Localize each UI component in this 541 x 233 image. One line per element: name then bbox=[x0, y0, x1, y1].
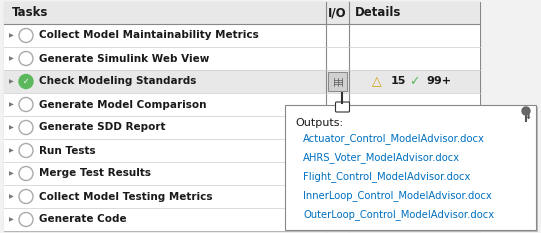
Text: Flight_Control_ModelAdvisor.docx: Flight_Control_ModelAdvisor.docx bbox=[303, 171, 470, 182]
Text: Generate Code: Generate Code bbox=[39, 215, 127, 225]
Text: ▶: ▶ bbox=[9, 148, 14, 153]
Bar bbox=[4, 208, 480, 231]
Text: InnerLoop_Control_ModelAdvisor.docx: InnerLoop_Control_ModelAdvisor.docx bbox=[303, 191, 492, 202]
Text: ▶: ▶ bbox=[9, 33, 14, 38]
Text: Actuator_Control_ModelAdvisor.docx: Actuator_Control_ModelAdvisor.docx bbox=[303, 134, 485, 144]
Text: ▶: ▶ bbox=[9, 217, 14, 222]
Bar bbox=[4, 185, 480, 208]
Text: ✓: ✓ bbox=[23, 77, 29, 86]
Text: ▶: ▶ bbox=[9, 194, 14, 199]
Text: Run Tests: Run Tests bbox=[39, 145, 96, 155]
Bar bbox=[285, 105, 536, 230]
Bar bbox=[4, 70, 480, 93]
Bar bbox=[4, 139, 480, 162]
Bar bbox=[4, 93, 480, 116]
Text: Tasks: Tasks bbox=[12, 7, 48, 20]
Bar bbox=[287, 107, 538, 232]
Text: ▶: ▶ bbox=[9, 79, 14, 84]
Text: OuterLoop_Control_ModelAdvisor.docx: OuterLoop_Control_ModelAdvisor.docx bbox=[303, 209, 494, 220]
Text: Check Modeling Standards: Check Modeling Standards bbox=[39, 76, 196, 86]
Text: ▶: ▶ bbox=[9, 125, 14, 130]
Text: AHRS_Voter_ModelAdvisor.docx: AHRS_Voter_ModelAdvisor.docx bbox=[303, 153, 460, 164]
Text: Generate Model Comparison: Generate Model Comparison bbox=[39, 99, 207, 110]
Text: ⬇: ⬇ bbox=[525, 113, 531, 121]
Circle shape bbox=[19, 75, 33, 89]
Text: △: △ bbox=[372, 75, 382, 88]
Text: I/O: I/O bbox=[328, 7, 347, 20]
Text: ▶: ▶ bbox=[9, 102, 14, 107]
Bar bbox=[4, 162, 480, 185]
Text: Merge Test Results: Merge Test Results bbox=[39, 168, 151, 178]
Text: 15: 15 bbox=[391, 76, 406, 86]
FancyBboxPatch shape bbox=[335, 102, 349, 112]
Bar bbox=[4, 47, 480, 70]
Text: ▶: ▶ bbox=[9, 56, 14, 61]
Text: Generate Simulink Web View: Generate Simulink Web View bbox=[39, 54, 209, 64]
Text: 99+: 99+ bbox=[426, 76, 451, 86]
Bar bbox=[4, 24, 480, 47]
Bar bbox=[4, 2, 480, 24]
Text: Details: Details bbox=[355, 7, 401, 20]
Text: ▶: ▶ bbox=[9, 171, 14, 176]
Circle shape bbox=[522, 107, 530, 115]
Text: Generate SDD Report: Generate SDD Report bbox=[39, 123, 166, 133]
Bar bbox=[4, 2, 480, 231]
Text: Collect Model Maintainability Metrics: Collect Model Maintainability Metrics bbox=[39, 31, 259, 41]
Bar bbox=[4, 116, 480, 139]
Text: Outputs:: Outputs: bbox=[295, 118, 343, 128]
Text: Collect Model Testing Metrics: Collect Model Testing Metrics bbox=[39, 192, 213, 202]
Text: ✓: ✓ bbox=[409, 75, 419, 88]
Bar bbox=[328, 72, 347, 91]
